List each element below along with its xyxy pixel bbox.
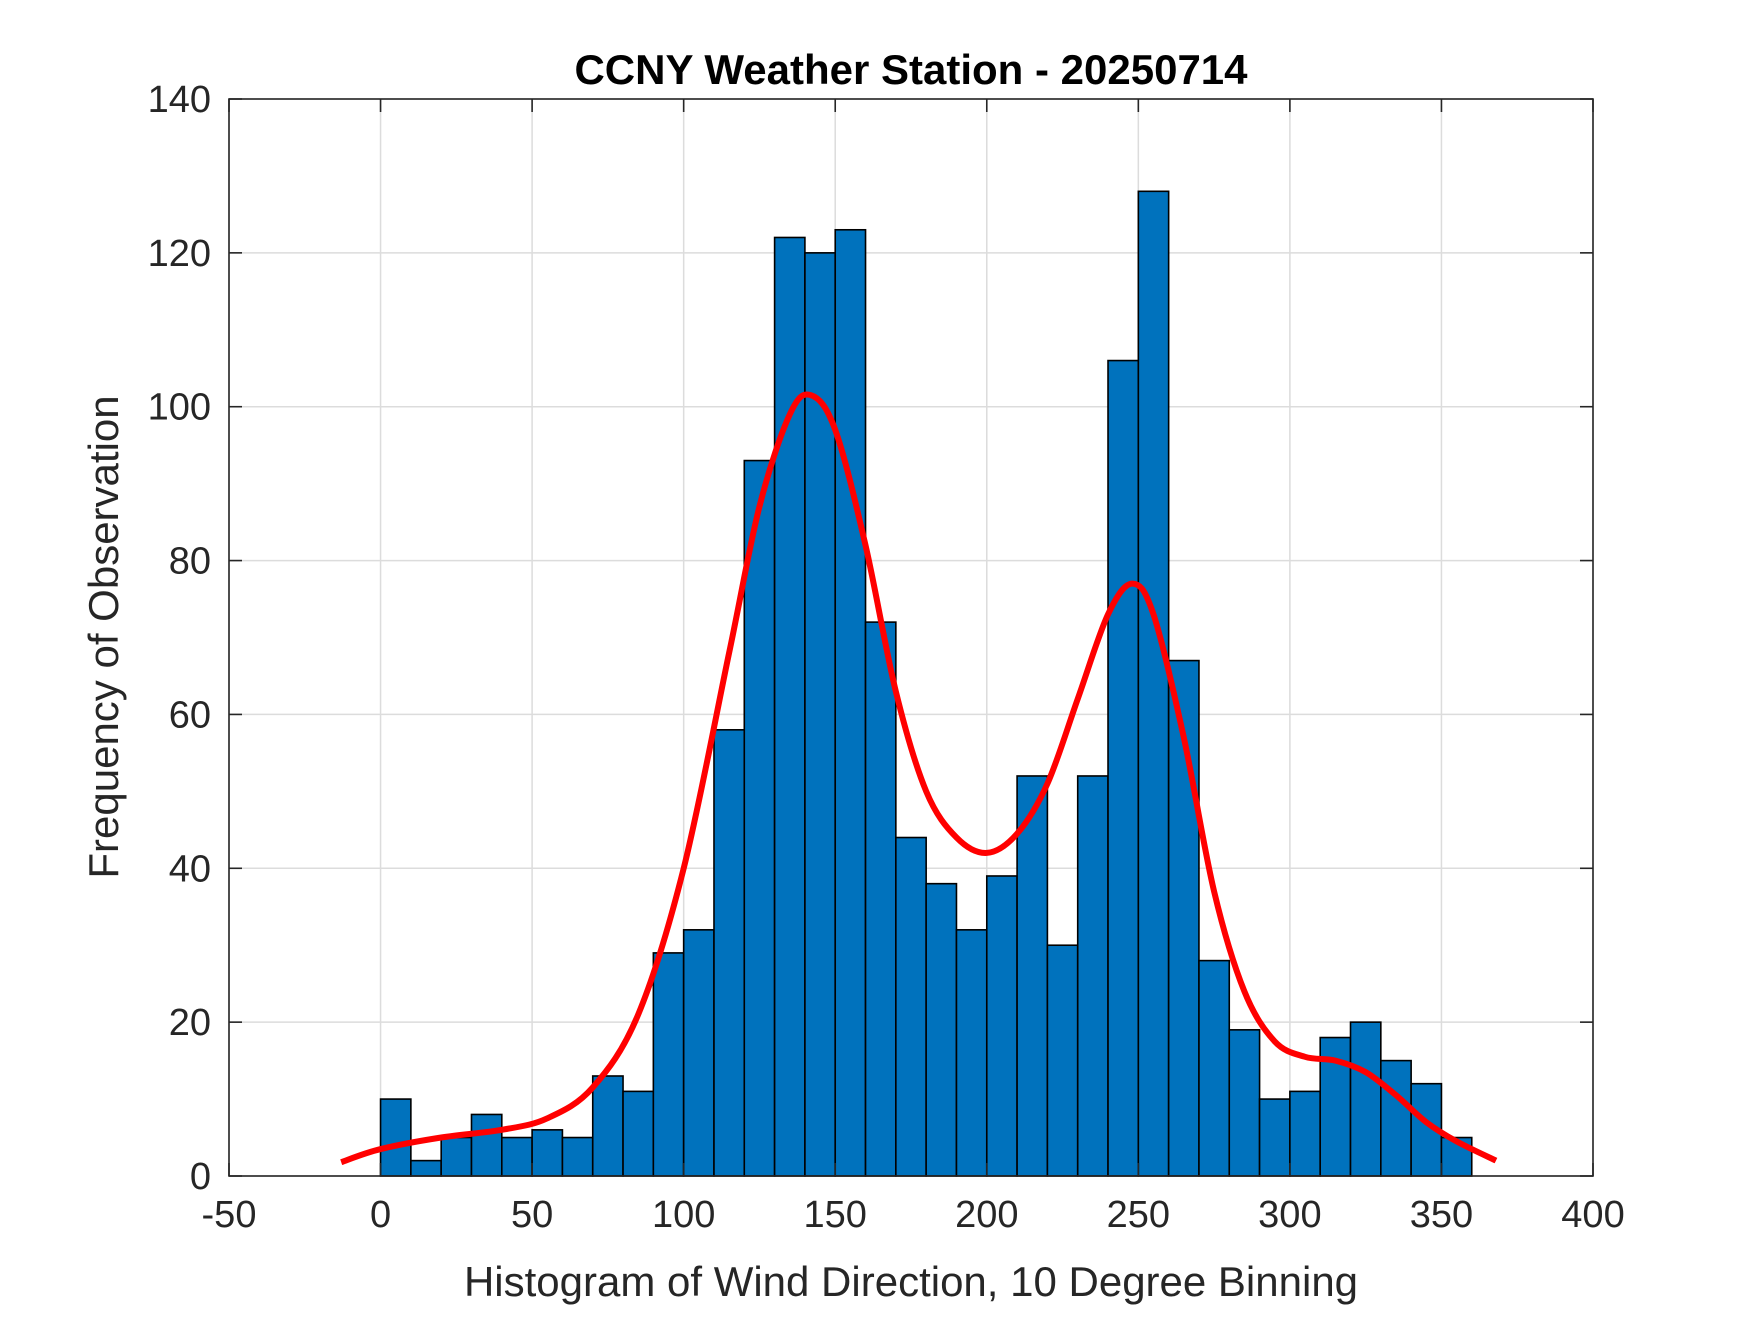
histogram-bar-14 (804, 252, 837, 1177)
histogram-bar-15 (834, 228, 867, 1177)
x-tick-label-1: 0 (370, 1194, 391, 1236)
x-tick-label-7: 300 (1258, 1194, 1321, 1236)
y-axis-label: Frequency of Observation (80, 395, 127, 878)
histogram-bar-19 (955, 929, 988, 1177)
histogram-bar-7 (591, 1075, 624, 1177)
x-axis-label: Histogram of Wind Direction, 10 Degree B… (464, 1258, 1358, 1305)
histogram-bar-28 (1228, 1029, 1261, 1177)
y-tick-label-3: 60 (169, 694, 211, 736)
histogram-bar-3 (470, 1113, 503, 1177)
histogram-bar-25 (1137, 190, 1170, 1177)
axes-box (228, 98, 1594, 1177)
y-tick-label-5: 100 (148, 387, 211, 429)
histogram-bar-24 (1107, 359, 1140, 1177)
histogram-bar-8 (622, 1090, 655, 1177)
histogram-bar-17 (895, 836, 927, 1177)
histogram-bar-13 (773, 236, 806, 1177)
histogram-bar-27 (1198, 959, 1231, 1177)
chart-title: CCNY Weather Station - 20250714 (574, 46, 1248, 93)
histogram-bar-1 (410, 1159, 442, 1177)
fit-curve-layer (340, 391, 1498, 1166)
x-tick-label-9: 400 (1561, 1194, 1624, 1236)
x-tick-label-3: 100 (652, 1194, 715, 1236)
x-tick-label-2: 50 (511, 1194, 553, 1236)
histogram-bar-30 (1289, 1090, 1322, 1177)
histogram-bar-29 (1258, 1098, 1291, 1177)
y-tick-label-7: 140 (148, 79, 211, 121)
bars-layer (379, 190, 1473, 1177)
y-tick-label-2: 40 (169, 848, 211, 890)
histogram-bar-4 (500, 1136, 533, 1177)
histogram-bar-5 (531, 1129, 564, 1177)
x-tick-label-5: 200 (955, 1194, 1018, 1236)
histogram-bar-21 (1016, 775, 1049, 1177)
y-tick-label-1: 20 (169, 1002, 211, 1044)
histogram-bar-18 (925, 882, 958, 1177)
y-tick-label-4: 80 (169, 541, 211, 583)
x-tick-label-4: 150 (804, 1194, 867, 1236)
histogram-bar-9 (652, 952, 685, 1177)
histogram-bar-12 (743, 459, 776, 1177)
histogram-bar-6 (561, 1136, 594, 1177)
histogram-bar-22 (1046, 944, 1079, 1177)
histogram-bar-10 (682, 929, 715, 1177)
histogram-bar-23 (1076, 775, 1109, 1177)
y-tick-label-6: 120 (148, 233, 211, 275)
x-tick-label-6: 250 (1107, 1194, 1170, 1236)
histogram-bar-11 (713, 729, 746, 1177)
histogram-bar-32 (1349, 1021, 1382, 1177)
histogram-bar-2 (440, 1136, 473, 1177)
histogram-bar-16 (864, 621, 897, 1177)
x-tick-label-8: 350 (1410, 1194, 1473, 1236)
histogram-bar-33 (1380, 1059, 1412, 1177)
histogram-bar-20 (985, 875, 1018, 1177)
y-tick-label-0: 0 (190, 1156, 211, 1198)
histogram-bar-0 (379, 1098, 412, 1177)
x-tick-label-0: -50 (202, 1194, 257, 1236)
axes-layer: -50 0 50 100 150 200 250 300 350 4000204060801001… (148, 79, 1625, 1236)
fit-curve-line (340, 391, 1498, 1166)
